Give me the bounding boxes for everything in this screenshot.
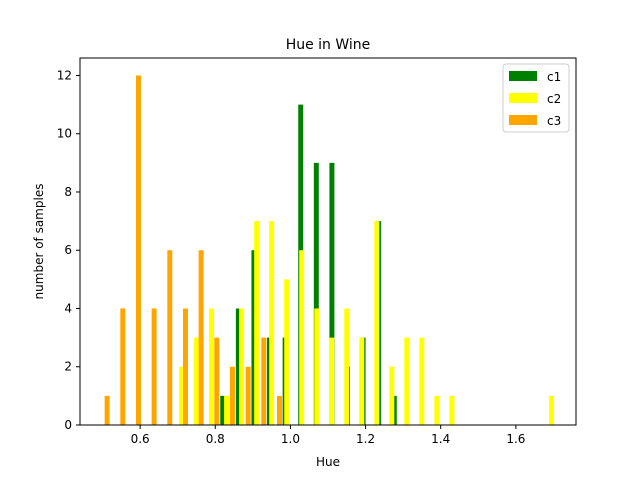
legend-label-c3: c3 bbox=[547, 114, 561, 128]
bar-c3-1 bbox=[120, 308, 126, 425]
bar-c2-8 bbox=[299, 250, 305, 425]
bar-c1-7 bbox=[329, 162, 335, 426]
bar-c2-12 bbox=[359, 337, 365, 425]
bar-c2-16 bbox=[419, 337, 425, 425]
x-tick-label: 0.8 bbox=[206, 432, 225, 446]
bar-c2-15 bbox=[404, 337, 410, 425]
bar-c2-13 bbox=[374, 221, 380, 425]
x-tick-label: 1.4 bbox=[431, 432, 450, 446]
bar-c2-1 bbox=[194, 337, 200, 425]
bar-c2-4 bbox=[239, 308, 245, 425]
x-axis-label: Hue bbox=[316, 455, 340, 469]
bar-c2-0 bbox=[179, 366, 185, 425]
bar-c2-10 bbox=[329, 337, 335, 425]
bar-c3-7 bbox=[214, 337, 220, 425]
y-tick-label: 12 bbox=[57, 68, 72, 82]
bar-c3-5 bbox=[183, 308, 188, 425]
bars-layer bbox=[104, 75, 555, 426]
x-tick-label: 1.2 bbox=[356, 432, 375, 446]
legend-label-c1: c1 bbox=[547, 70, 561, 84]
chart-title: Hue in Wine bbox=[286, 37, 371, 53]
axes-frame bbox=[79, 57, 577, 426]
bar-c1-2 bbox=[251, 250, 257, 425]
bar-c2-6 bbox=[269, 221, 275, 425]
bar-c3-6 bbox=[198, 250, 204, 425]
y-tick-label: 2 bbox=[64, 360, 72, 374]
bar-c3-0 bbox=[104, 395, 110, 425]
bar-c3-10 bbox=[261, 337, 267, 425]
y-tick-label: 8 bbox=[64, 185, 72, 199]
bar-c2-18 bbox=[449, 395, 455, 425]
bar-c3-4 bbox=[167, 250, 173, 425]
x-axis-ticks: 0.6 0.8 1.0 1.2 1.4 1.6 bbox=[131, 425, 525, 446]
y-tick-label: 6 bbox=[64, 243, 72, 257]
legend: c1 c2 c3 bbox=[502, 63, 570, 133]
legend-swatch-c1 bbox=[509, 71, 537, 81]
bar-c2-9 bbox=[314, 308, 320, 425]
y-tick-label: 10 bbox=[57, 127, 72, 141]
bar-c3-11 bbox=[277, 395, 282, 425]
legend-swatch-c2 bbox=[509, 93, 537, 103]
bar-c2-5 bbox=[254, 221, 260, 425]
bar-c3-9 bbox=[245, 366, 251, 425]
bar-c2-19 bbox=[549, 395, 555, 425]
legend-label-c2: c2 bbox=[547, 92, 561, 106]
bar-c1-0 bbox=[220, 395, 226, 425]
y-tick-label: 4 bbox=[64, 301, 72, 315]
bar-c1-1 bbox=[235, 308, 241, 425]
bar-c2-14 bbox=[389, 366, 395, 425]
bar-c2-3 bbox=[224, 395, 230, 425]
bar-c2-17 bbox=[434, 395, 440, 425]
bar-c1-6 bbox=[313, 162, 319, 426]
y-tick-label: 0 bbox=[64, 418, 72, 432]
bar-c2-11 bbox=[344, 308, 350, 425]
bar-c3-2 bbox=[135, 75, 141, 425]
bar-c2-7 bbox=[284, 279, 290, 425]
bar-c3-3 bbox=[151, 308, 157, 425]
y-axis-ticks: 0 2 4 6 8 10 12 bbox=[57, 68, 80, 432]
bar-c2-2 bbox=[209, 308, 215, 425]
y-axis-label: number of samples bbox=[32, 184, 46, 300]
legend-swatch-c3 bbox=[509, 115, 537, 125]
x-tick-label: 1.0 bbox=[281, 432, 300, 446]
x-tick-label: 0.6 bbox=[131, 432, 150, 446]
bar-c3-8 bbox=[230, 366, 235, 425]
x-tick-label: 1.6 bbox=[506, 432, 525, 446]
